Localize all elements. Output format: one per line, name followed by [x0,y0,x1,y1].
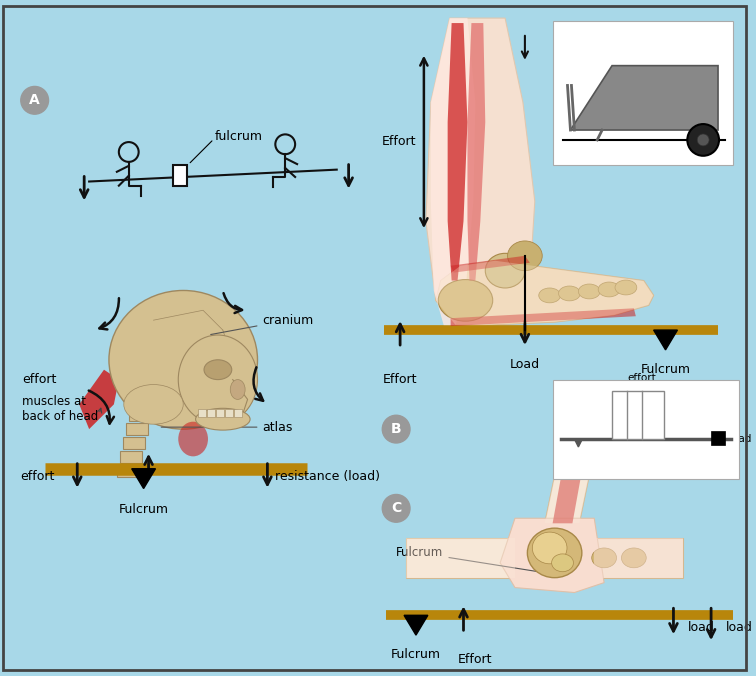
Text: load: load [688,621,715,633]
Polygon shape [79,370,119,429]
Polygon shape [575,439,582,447]
Polygon shape [451,308,636,326]
Text: Effort: Effort [383,372,417,386]
Text: load: load [620,145,644,155]
Text: fulcrum: fulcrum [682,152,725,162]
Text: load: load [729,434,751,444]
Ellipse shape [231,380,245,400]
Text: A: A [29,93,40,107]
Bar [120,451,141,463]
Polygon shape [435,261,654,325]
Ellipse shape [592,548,616,568]
Text: Fulcrum: Fulcrum [396,546,542,573]
Bar [225,409,233,417]
Ellipse shape [196,408,250,430]
Polygon shape [594,538,683,578]
Ellipse shape [485,254,525,288]
Bar [612,391,664,439]
Polygon shape [406,538,683,578]
Ellipse shape [438,280,493,321]
Ellipse shape [124,385,183,424]
Text: resistance (load): resistance (load) [275,470,380,483]
Bar [234,409,242,417]
Ellipse shape [621,548,646,568]
Polygon shape [406,538,515,578]
Ellipse shape [598,282,620,297]
Bar [117,465,138,477]
Ellipse shape [204,360,232,380]
Text: load: load [726,621,753,633]
Text: B: B [391,422,401,436]
Text: Fulcrum: Fulcrum [119,504,169,516]
Circle shape [21,87,48,114]
Text: fulcrum: fulcrum [560,453,601,463]
Polygon shape [545,404,604,523]
Polygon shape [654,330,677,350]
Polygon shape [500,518,604,593]
Circle shape [687,124,719,155]
Polygon shape [448,23,467,281]
Text: Load: Load [510,358,540,371]
Ellipse shape [507,241,542,270]
Text: cranium: cranium [211,314,314,335]
Bar [216,409,224,417]
Polygon shape [132,468,156,489]
Ellipse shape [109,291,258,429]
Polygon shape [404,615,428,635]
Text: Effort: Effort [382,135,416,149]
Text: effort: effort [22,373,56,386]
Text: Fulcrum: Fulcrum [640,363,690,376]
Polygon shape [426,18,534,325]
Text: Effort: Effort [552,406,587,419]
Ellipse shape [559,286,581,301]
Bar [207,409,215,417]
Ellipse shape [178,422,208,456]
Polygon shape [435,261,654,325]
Text: atlas: atlas [161,420,293,433]
Bar [553,21,733,165]
Polygon shape [545,404,604,523]
Bar [129,409,150,421]
Polygon shape [571,66,718,130]
Bar [173,165,187,187]
Text: Fulcrum: Fulcrum [391,648,441,661]
Ellipse shape [539,288,560,303]
Bar [122,437,144,449]
Ellipse shape [615,280,637,295]
Text: muscles at
back of head: muscles at back of head [22,395,98,423]
Bar [553,380,739,479]
Text: effort: effort [557,26,587,36]
Text: steam: steam [621,470,654,481]
Text: effort: effort [627,372,656,383]
Ellipse shape [578,284,600,299]
Bar [711,431,725,445]
Polygon shape [553,414,592,523]
Ellipse shape [528,528,582,578]
Ellipse shape [178,335,258,424]
Circle shape [383,494,410,523]
Text: fulcrum: fulcrum [215,130,263,143]
Circle shape [697,134,709,146]
Polygon shape [467,23,485,281]
Text: C: C [391,502,401,515]
Ellipse shape [552,554,574,572]
Bar [125,423,147,435]
Circle shape [383,415,410,443]
Bar [198,409,206,417]
Text: Effort: Effort [458,653,493,666]
Text: effort: effort [20,470,54,483]
Ellipse shape [532,532,567,564]
Polygon shape [451,256,530,272]
Polygon shape [431,18,476,325]
